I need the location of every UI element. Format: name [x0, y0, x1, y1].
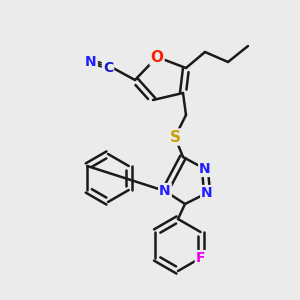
Text: N: N	[159, 184, 171, 198]
Text: C: C	[103, 61, 113, 75]
Text: N: N	[85, 55, 97, 69]
Text: S: S	[169, 130, 181, 145]
Text: O: O	[151, 50, 164, 64]
Text: N: N	[201, 186, 213, 200]
Text: N: N	[199, 162, 211, 176]
Text: F: F	[196, 251, 205, 265]
